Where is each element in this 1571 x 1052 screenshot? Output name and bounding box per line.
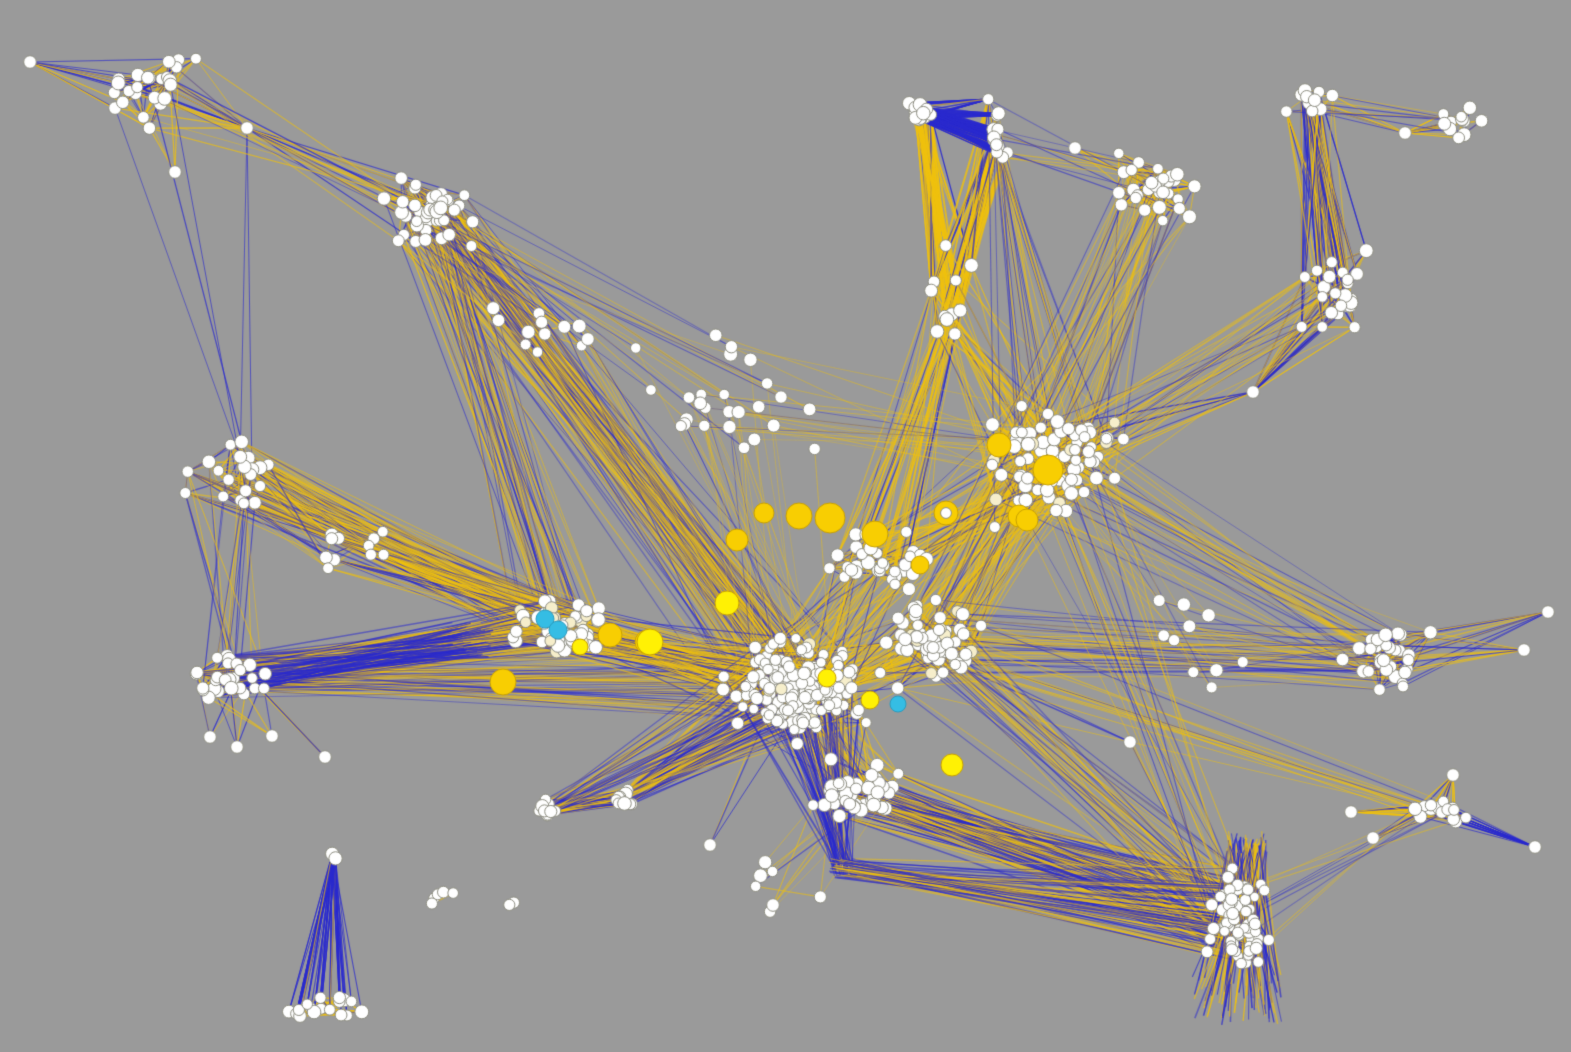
graph-canvas[interactable] <box>0 0 1571 1052</box>
network-visualization <box>0 0 1571 1052</box>
